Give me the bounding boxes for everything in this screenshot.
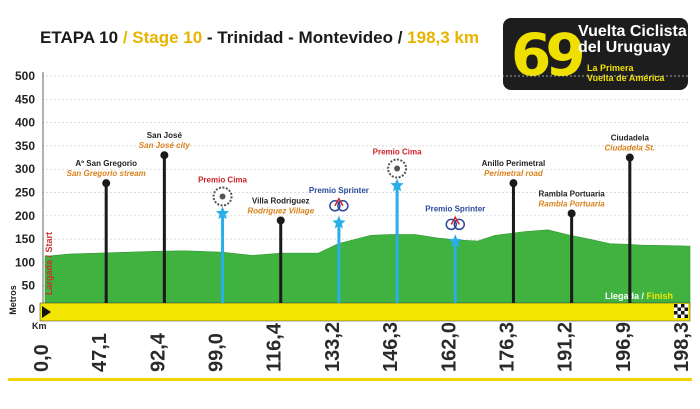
premio-sprinter-label: Premio Sprinter [309, 186, 369, 195]
finish-flag-icon [674, 304, 678, 308]
title-sep: / [118, 28, 133, 47]
bicycle-icon [445, 218, 458, 231]
km-tick-label: 146,3 [380, 322, 402, 372]
finish-flag-icon [684, 314, 688, 318]
finish-flag-icon [674, 314, 678, 318]
finish-flag-icon [681, 311, 685, 315]
sprint-star-icon [448, 234, 462, 248]
y-tick-label: 150 [15, 232, 35, 246]
finish-flag-icon [677, 314, 681, 318]
town-sublabel: Rodriguez Village [247, 206, 314, 215]
logo-sub-1: La Primera [587, 63, 634, 73]
town-marker-dot [625, 153, 634, 162]
y-tick-label: 300 [15, 162, 35, 176]
town-sublabel: San Gregorio stream [67, 169, 146, 178]
y-tick-label: 200 [15, 209, 35, 223]
town-label: Rambla Portuaria [539, 189, 606, 198]
bottom-decoration-line [8, 378, 692, 381]
title-route: - Trinidad - Montevideo / [202, 28, 408, 47]
finish-flag-icon [681, 314, 685, 318]
bicycle-icon [329, 200, 341, 212]
bicycle-icon [453, 218, 466, 231]
finish-flag-icon [684, 304, 688, 308]
y-tick-label: 450 [15, 92, 35, 106]
km-tick-label: 162,0 [438, 322, 460, 372]
town-label: Anillo Perimetral [482, 159, 546, 168]
km-tick-label: 196,9 [613, 322, 635, 372]
finish-flag-icon [684, 307, 688, 311]
premio-cima-label: Premio Cima [373, 148, 422, 157]
finish-label-b: Finish [647, 291, 674, 301]
town-sublabel: Ciudadela St. [604, 144, 655, 153]
elevation-profile-area [44, 229, 691, 310]
bicycle-icon [337, 200, 349, 212]
y-tick-label: 50 [22, 279, 36, 293]
km-tick-label: 133,2 [322, 322, 344, 372]
y-axis-label: Metros [8, 285, 18, 315]
title-etapa: ETAPA 10 [40, 28, 119, 47]
chainring-icon [394, 165, 401, 172]
y-tick-label: 0 [28, 302, 35, 316]
premio-cima-label: Premio Cima [198, 175, 247, 184]
y-tick-label: 250 [15, 186, 35, 200]
finish-label-a: Llegada / [605, 291, 645, 301]
town-marker-dot [102, 179, 111, 188]
town-label: Aº San Gregorio [75, 159, 137, 168]
mountain-star-icon [215, 206, 230, 220]
logo-line-1: Vuelta Ciclista [578, 23, 687, 40]
y-tick-label: 500 [15, 69, 35, 83]
town-sublabel: San José city [139, 141, 191, 150]
town-label: Villa Rodriguez [252, 196, 310, 205]
title-distance: 198,3 km [407, 28, 479, 47]
y-tick-label: 350 [15, 139, 35, 153]
start-arrow-icon [42, 306, 51, 318]
town-sublabel: Perimetral road [484, 169, 544, 178]
km-tick-label: 191,2 [555, 322, 577, 372]
distance-bar [39, 302, 691, 322]
stage-title: ETAPA 10 / Stage 10 - Trinidad - Montevi… [40, 28, 479, 48]
km-tick-label: 92,4 [147, 332, 169, 372]
finish-flag-icon [681, 307, 685, 311]
start-label: Largada / Start [44, 232, 54, 295]
finish-flag-icon [681, 304, 685, 308]
town-label: San José [147, 131, 183, 140]
finish-flag-icon [674, 307, 678, 311]
premio-sprinter-label: Premio Sprinter [425, 204, 485, 213]
y-tick-label: 100 [15, 255, 35, 269]
km-tick-label: 198,3 [671, 322, 693, 372]
finish-flag-icon [677, 304, 681, 308]
y-tick-label: 400 [15, 116, 35, 130]
sprint-star-icon [332, 215, 346, 229]
finish-flag-icon [684, 311, 688, 315]
finish-flag-icon [677, 307, 681, 311]
x-axis-label: Km [32, 321, 47, 331]
km-tick-label: 0,0 [31, 344, 53, 372]
logo-number: 69 [511, 21, 586, 89]
mountain-star-icon [390, 178, 404, 192]
logo-line-2: del Uruguay [578, 39, 671, 56]
logo-sub-2: Vuelta de América [587, 73, 665, 83]
km-tick-label: 99,0 [206, 333, 228, 372]
town-sublabel: Rambla Portuaria [539, 199, 606, 208]
town-label: Ciudadela [611, 134, 650, 143]
title-stage: Stage 10 [132, 28, 203, 47]
bicycle-icon [450, 215, 460, 225]
town-marker-dot [567, 209, 576, 218]
km-tick-label: 116,4 [264, 322, 286, 372]
bicycle-icon [334, 197, 344, 207]
town-marker-dot [276, 216, 285, 225]
race-logo: 69 Vuelta Ciclista del Uruguay La Primer… [503, 18, 688, 90]
km-tick-label: 47,1 [89, 333, 111, 372]
town-marker-dot [160, 151, 169, 160]
chainring-icon [219, 193, 226, 200]
town-marker-dot [509, 179, 518, 188]
finish-flag-icon [674, 311, 678, 315]
finish-flag-icon [677, 311, 681, 315]
km-tick-label: 176,3 [496, 322, 518, 372]
